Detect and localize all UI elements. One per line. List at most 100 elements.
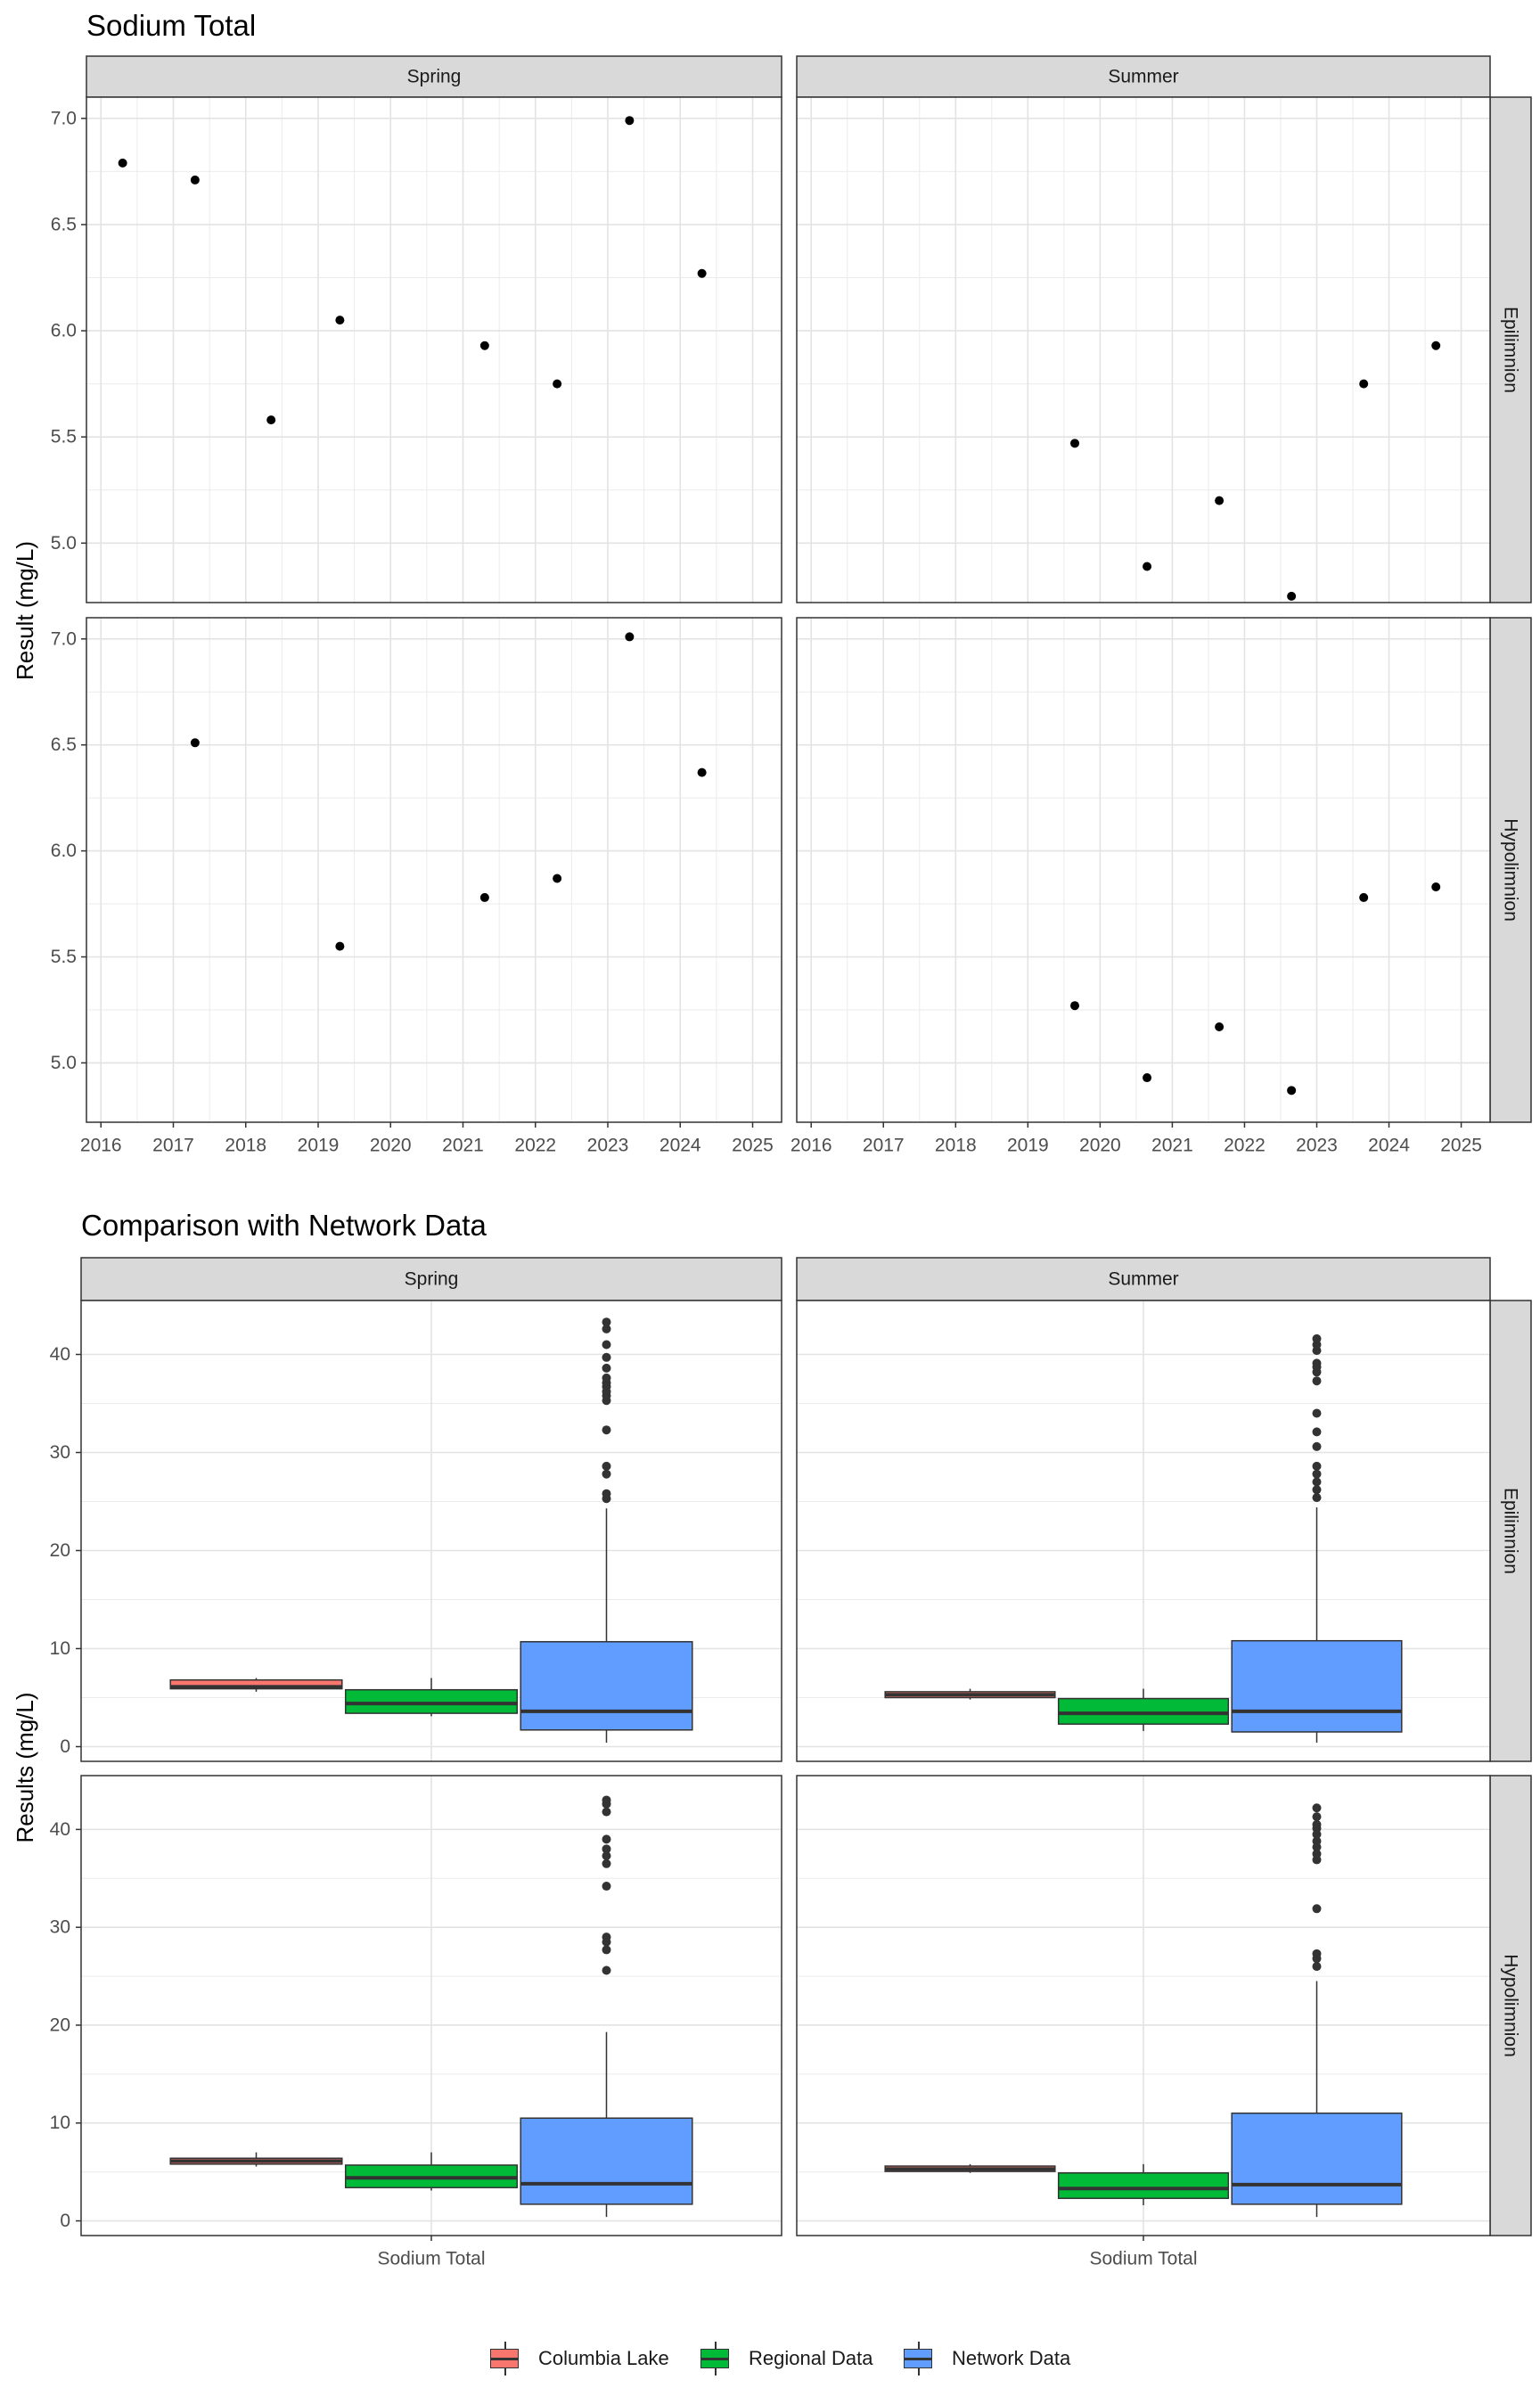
box-network-data-outlier (602, 1965, 611, 1975)
legend-item-regional-data: Regional Data (700, 2341, 872, 2376)
box-network-data-outlier (1312, 1469, 1322, 1479)
y-tick-label: 10 (50, 1638, 70, 1659)
data-point (190, 175, 200, 185)
box-network-data-outlier (602, 1882, 611, 1891)
legend-key-regional-data (700, 2342, 731, 2375)
box-network-data (1231, 1639, 1403, 1733)
data-point (625, 632, 635, 642)
strip-label-hypolimnion: Hypolimnion (1501, 1954, 1521, 2057)
data-point (479, 341, 489, 350)
box-network-data-outlier (1312, 1493, 1322, 1503)
legend-label-regional-data: Regional Data (749, 2347, 873, 2369)
x-tick-label: 2021 (442, 1136, 484, 1156)
box-network-data-outlier (1312, 1333, 1322, 1343)
box-network-data-outlier (1312, 1441, 1322, 1451)
box-network-data (1231, 2113, 1403, 2205)
data-point (266, 415, 276, 425)
data-point (118, 158, 127, 168)
y-tick-label: 30 (50, 1442, 70, 1463)
legend-item-network-data: Network Data (904, 2341, 1070, 2376)
x-tick-label: 2017 (152, 1136, 194, 1156)
panel-spring-epilimnion-background (86, 97, 782, 603)
box-network-data (520, 2117, 693, 2205)
panel-spring-hypolimnion-background (86, 618, 782, 1122)
box-network-data-outlier (1312, 1812, 1322, 1822)
y-tick-label: 5.5 (51, 947, 77, 967)
box-regional-data (344, 1688, 519, 1714)
legend-item-columbia-lake: Columbia Lake (490, 2341, 669, 2376)
panel-spring-epilimnion-border (80, 1300, 782, 1762)
data-point (1070, 439, 1080, 448)
y-tick-label: 6.0 (51, 321, 77, 341)
x-tick-label: 2018 (935, 1136, 977, 1156)
box-network-data-outlier (1312, 1803, 1322, 1813)
box-network-data-outlier (1312, 1427, 1322, 1437)
strip-summer (796, 55, 1491, 98)
strip-hypolimnion (1489, 1775, 1532, 2236)
strip-label-spring: Spring (405, 1269, 459, 1290)
data-point (1215, 496, 1225, 505)
y-tick-label: 5.0 (51, 533, 77, 554)
y-tick-label: 7.0 (51, 108, 77, 128)
data-point (1359, 892, 1369, 902)
strip-label-summer: Summer (1108, 67, 1178, 87)
x-tick-label: 2024 (659, 1136, 701, 1156)
box-network-data-outlier (1312, 1408, 1322, 1418)
strip-spring (80, 1257, 782, 1301)
data-point (1143, 1073, 1152, 1083)
box-network-data-outlier (1312, 1819, 1322, 1829)
data-point (1070, 1001, 1080, 1011)
legend-key-network-data (904, 2342, 934, 2375)
box-network-data-outlier (602, 1317, 611, 1327)
x-tick-label: 2025 (732, 1136, 774, 1156)
legend: Columbia Lake Regional Data Network Data (0, 2341, 1540, 2376)
box-network-data-outlier (602, 1461, 611, 1471)
x-tick-label: 2023 (587, 1136, 629, 1156)
y-tick-label: 0 (60, 1736, 70, 1757)
box-network-data-outlier (1312, 1836, 1322, 1846)
x-tick-label: 2016 (790, 1136, 832, 1156)
y-tick-label: 40 (50, 1344, 70, 1365)
y-tick-label: 6.5 (51, 734, 77, 755)
y-tick-label: 7.0 (51, 628, 77, 649)
box-network-data-outlier (602, 1324, 611, 1333)
data-point (625, 116, 635, 126)
scatter-title: Sodium Total (86, 9, 257, 42)
legend-label-network-data: Network Data (952, 2347, 1071, 2369)
y-tick-label: 10 (50, 2113, 70, 2133)
strip-label-epilimnion: Epilimnion (1501, 307, 1521, 393)
strip-label-spring: Spring (407, 67, 462, 87)
y-axis-title: Results (mg/L) (12, 1692, 38, 1842)
y-tick-label: 30 (50, 1917, 70, 1938)
strip-summer (796, 1257, 1491, 1301)
data-point (1431, 341, 1441, 350)
box-network-data-outlier (1312, 1949, 1322, 1958)
data-point (1143, 562, 1152, 571)
panel-summer-epilimnion-background (797, 97, 1490, 603)
panel-summer-epilimnion-border (796, 1300, 1491, 1762)
box-network-data-outlier (602, 1807, 611, 1817)
data-point (553, 874, 562, 883)
data-point (1431, 882, 1441, 892)
data-point (1359, 379, 1369, 389)
x-tick-label: 2022 (514, 1136, 556, 1156)
x-tick-label: 2019 (1007, 1136, 1049, 1156)
box-network-data-outlier (602, 1489, 611, 1498)
box-network-data-outlier (602, 1363, 611, 1373)
box-network-data-outlier (1312, 1485, 1322, 1495)
strip-label-summer: Summer (1108, 1269, 1178, 1290)
box-network-data-outlier (1312, 1849, 1322, 1859)
x-tick-label: 2016 (80, 1136, 122, 1156)
box-title: Comparison with Network Data (81, 1209, 487, 1242)
strip-epilimnion (1489, 1300, 1532, 1762)
y-tick-label: 5.0 (51, 1053, 77, 1073)
box-network-data-outlier (602, 1945, 611, 1955)
y-tick-label: 5.5 (51, 427, 77, 447)
strip-label-epilimnion: Epilimnion (1501, 1488, 1521, 1574)
data-point (697, 268, 707, 278)
box-network-data-outlier (602, 1834, 611, 1844)
y-tick-label: 6.5 (51, 214, 77, 234)
x-tick-label: 2023 (1296, 1136, 1338, 1156)
data-point (553, 379, 562, 389)
x-tick-label: 2020 (1079, 1136, 1121, 1156)
